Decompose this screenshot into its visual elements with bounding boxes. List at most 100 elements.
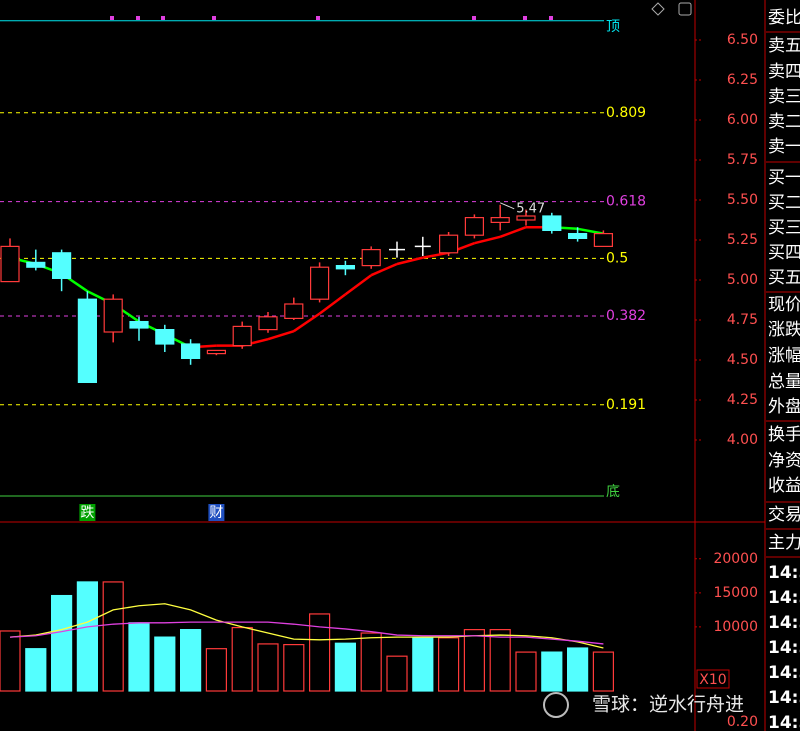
side-label: 涨幅 — [768, 346, 800, 366]
candle-body — [206, 349, 226, 355]
marker — [316, 16, 320, 20]
candle-body — [361, 249, 381, 267]
volume-ma — [9, 603, 604, 649]
side-label: 卖四 — [768, 62, 800, 82]
side-panel: 委比卖五卖四卖三卖二卖一买一买二买三买四买五现价涨跌涨幅总量外盘换手净资收益交易… — [768, 8, 800, 731]
signal: 财 — [209, 505, 223, 521]
candle-body — [77, 298, 98, 384]
side-time: 14:5 — [768, 663, 800, 683]
candle-body — [284, 303, 304, 319]
y-tick-label: 4.75 — [727, 312, 758, 328]
diamond-icon[interactable] — [651, 2, 665, 16]
y-tick-label: 5.00 — [727, 272, 758, 288]
side-label: 总量 — [768, 372, 800, 392]
side-label: 买四 — [768, 243, 800, 263]
unit-label: X10 — [699, 672, 726, 688]
signal-box — [208, 504, 225, 521]
side-label: 换手 — [768, 425, 800, 445]
side-label: 卖二 — [768, 112, 800, 132]
volume-bar — [541, 651, 563, 692]
y-tick-label: 6.00 — [727, 112, 758, 128]
side-label: 卖五 — [768, 36, 800, 56]
level-label: 0.809 — [606, 105, 646, 121]
side-label: 卖三 — [768, 87, 800, 107]
side-label: 涨跌 — [768, 320, 800, 340]
volume-bar — [412, 637, 434, 692]
side-label: 买二 — [768, 193, 800, 213]
candle-body — [258, 316, 278, 331]
signal-box — [79, 504, 96, 521]
side-label: 收益 — [768, 476, 800, 496]
y-tick-label: 5.50 — [727, 192, 758, 208]
candle-body — [129, 321, 149, 329]
unit-box — [696, 669, 730, 689]
volume-bar — [463, 629, 485, 692]
side-time: 14:5 — [768, 563, 800, 583]
marker — [549, 16, 553, 20]
volume-bar — [231, 626, 253, 692]
ma-segment — [318, 293, 347, 315]
volume-bar — [438, 637, 460, 692]
window-icon[interactable] — [678, 2, 692, 16]
candle-body — [232, 325, 252, 347]
side-label: 外盘 — [768, 397, 800, 417]
volume-bar — [0, 630, 21, 692]
side-label: 买三 — [768, 218, 800, 238]
marker — [472, 16, 476, 20]
candle-body — [464, 217, 484, 236]
ma-segment — [474, 235, 501, 245]
side-time: 14:5 — [768, 713, 800, 731]
y-tick-label: 5.75 — [727, 152, 758, 168]
y-tick-label: 5.25 — [727, 232, 758, 248]
side-label: 净资 — [768, 451, 800, 471]
side-time: 14:5 — [768, 588, 800, 608]
volume-bar — [50, 594, 73, 692]
y-tick-label: 6.25 — [727, 72, 758, 88]
signal: 跌 — [80, 505, 94, 521]
watermark-logo — [543, 692, 569, 718]
volume-bar — [309, 613, 331, 692]
level-label: 0.382 — [606, 308, 646, 324]
candle-body — [181, 343, 201, 359]
ma-segment — [293, 312, 321, 333]
toolbar-icons — [651, 2, 692, 16]
side-label: 主力 — [768, 533, 800, 553]
candle-body — [439, 234, 459, 254]
side-label: 买一 — [768, 168, 800, 188]
volume-bar — [489, 629, 511, 692]
volume-ma — [9, 621, 604, 645]
volume-bar — [334, 642, 356, 692]
annotation-arrow — [500, 202, 515, 210]
y-tick-label: 4.00 — [727, 432, 758, 448]
side-time: 14:5 — [768, 613, 800, 633]
ma-segment — [344, 274, 372, 296]
level-label: 底 — [606, 484, 620, 500]
candle-body — [567, 233, 588, 240]
side-time: 14:5 — [768, 688, 800, 708]
y-tick-label: 20000 — [713, 551, 758, 567]
side-label: 现价 — [768, 295, 800, 315]
volume-bar — [360, 632, 382, 692]
volume-bar — [386, 655, 408, 692]
candle-body — [155, 329, 175, 345]
y-tick-label: 6.50 — [727, 32, 758, 48]
indicator-label: 0.20 — [727, 714, 758, 730]
side-label: 买五 — [768, 268, 800, 288]
level-label: 顶 — [606, 19, 620, 35]
marker — [136, 16, 140, 20]
marker — [161, 16, 165, 20]
volume-bar — [257, 643, 279, 692]
candle-body — [0, 245, 20, 283]
volume-bar — [128, 622, 150, 692]
volume-bar — [76, 581, 99, 692]
volume-bar — [566, 647, 589, 692]
marker — [523, 16, 527, 20]
ma-segment — [370, 262, 398, 277]
annotation: 5.47 — [516, 201, 545, 216]
volume-bar — [154, 636, 176, 692]
ma-segment — [422, 251, 449, 259]
ma-segment — [396, 256, 424, 266]
candle-body — [516, 215, 536, 221]
y-tick-label: 15000 — [713, 585, 758, 601]
